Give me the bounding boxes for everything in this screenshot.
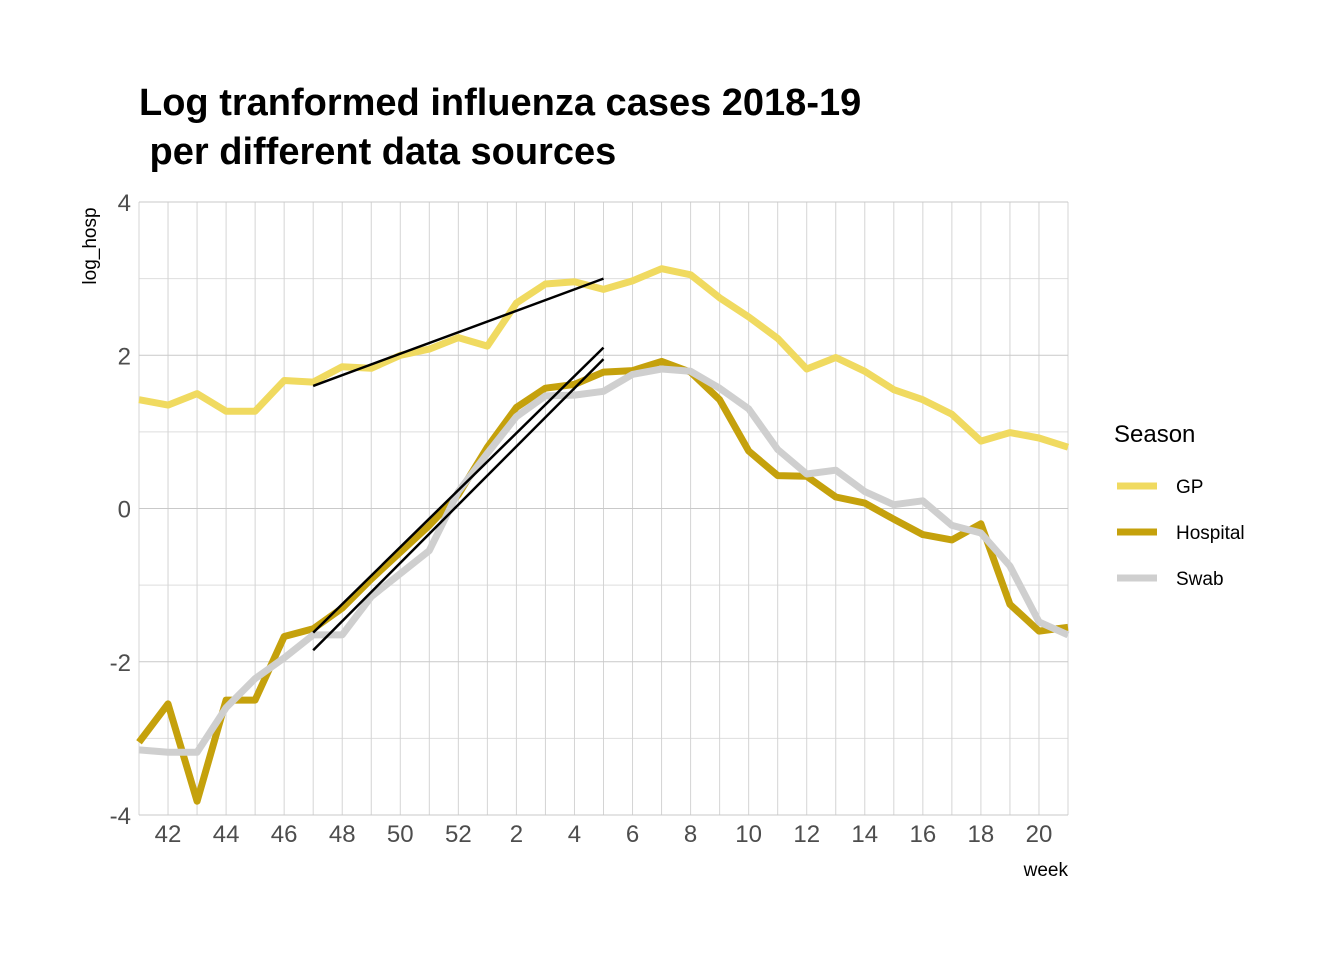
x-tick-label-44: 44 [213,821,240,848]
x-tick-label-6: 6 [626,821,639,848]
trend-line-1 [312,277,604,388]
x-tick-label-12: 12 [793,821,820,848]
x-tick-label-46: 46 [271,821,298,848]
trend-line-2 [312,346,605,634]
x-axis-ticks: 42 44 46 48 50 52 2 4 6 8 10 12 14 16 18 20 [155,821,1053,848]
x-tick-label-20: 20 [1026,821,1053,848]
x-tick-label-42: 42 [155,821,182,848]
x-tick-label-14: 14 [851,821,878,848]
legend-label-gp: GP [1176,477,1203,498]
x-tick-label-52: 52 [445,821,472,848]
y-tick-label-0: 0 [118,497,131,524]
legend-label-hospital: Hospital [1176,523,1245,544]
x-tick-label-48: 48 [329,821,356,848]
series-layer [136,265,1070,805]
x-tick-label-8: 8 [684,821,697,848]
x-axis-label: week [1023,860,1069,881]
y-axis-ticks: -4 -2 0 2 4 [110,190,131,830]
trend-lines [312,277,605,652]
y-tick-label-2: 2 [118,343,131,370]
y-tick-label--2: -2 [110,650,131,677]
x-tick-label-10: 10 [735,821,762,848]
trend-line-3 [312,358,605,652]
legend: Season GP Hospital Swab [1114,421,1245,590]
x-tick-label-16: 16 [909,821,936,848]
series-line-hospital [136,357,1069,805]
legend-label-swab: Swab [1176,569,1224,590]
series-line-swab [138,365,1070,756]
series-line-gp [138,265,1070,451]
x-tick-label-2: 2 [510,821,523,848]
legend-title: Season [1114,421,1195,448]
chart-title-line-2: per different data sources [139,131,616,173]
x-tick-label-50: 50 [387,821,414,848]
y-tick-label--4: -4 [110,803,131,830]
x-tick-label-4: 4 [568,821,581,848]
chart-title-line-1: Log tranformed influenza cases 2018-19 [139,82,861,124]
grid-major [138,201,1069,816]
x-tick-label-18: 18 [968,821,995,848]
y-axis-label: log_hosp [80,207,101,284]
y-tick-label-4: 4 [118,190,131,217]
legend-items: GP Hospital Swab [1117,477,1245,590]
